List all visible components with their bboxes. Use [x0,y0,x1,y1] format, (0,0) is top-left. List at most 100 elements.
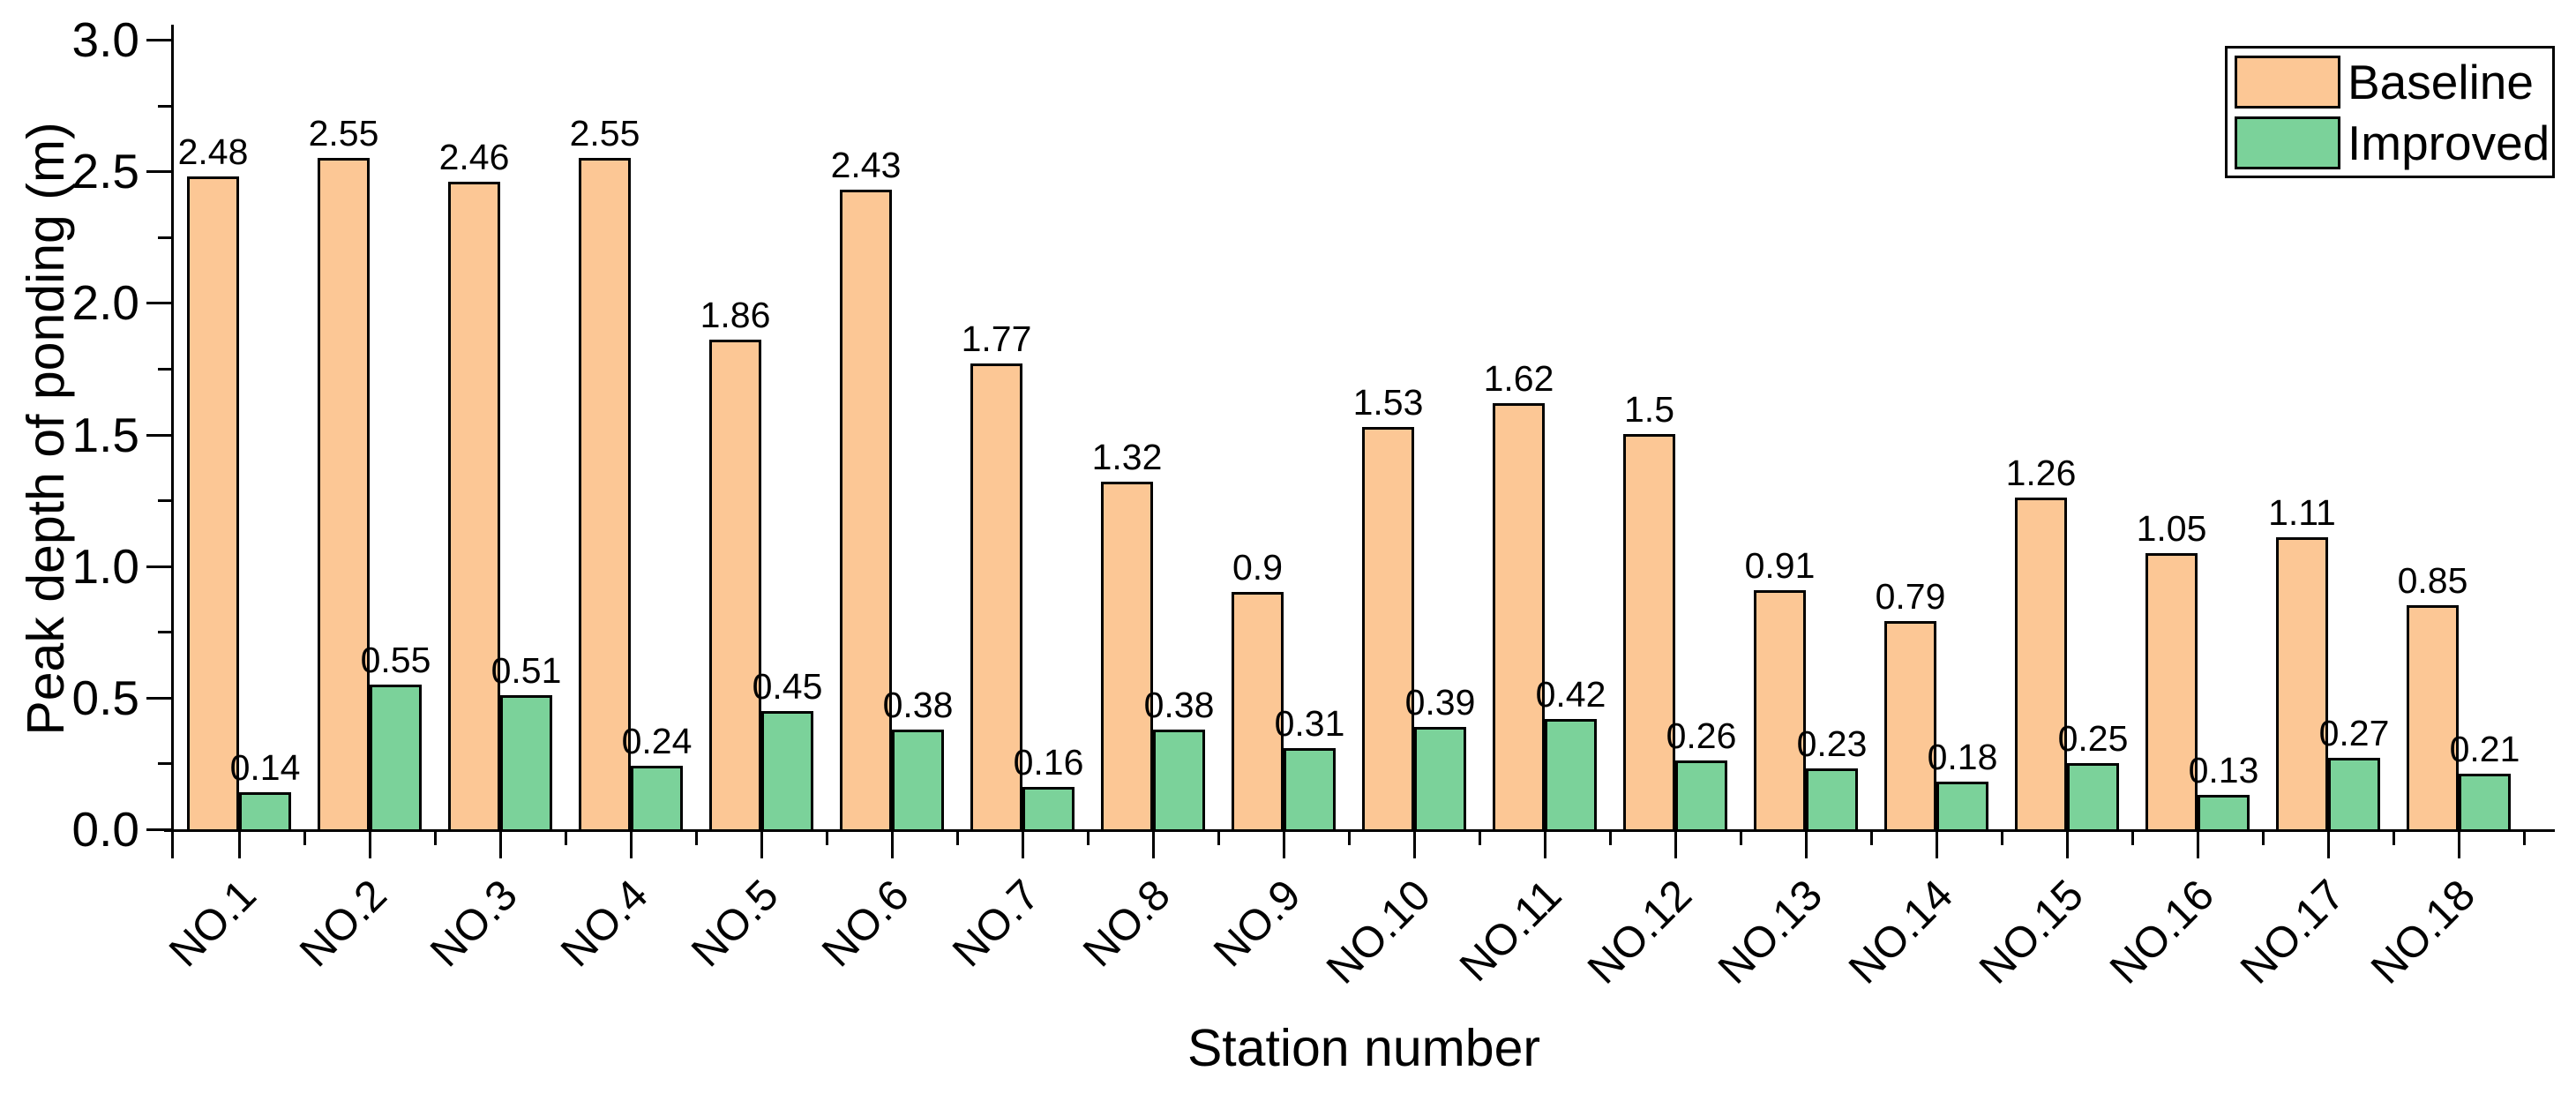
x-axis-line [164,829,2555,832]
x-major-tick [2458,830,2460,858]
bar-baseline-NO.7 [970,363,1022,832]
x-minor-tick [1609,830,1612,845]
x-major-tick [2327,830,2330,858]
x-axis-title: Station number [1187,1019,1541,1077]
x-category-label: NO.4 [551,871,657,977]
y-major-tick [146,696,173,700]
y-major-tick [146,302,173,305]
bar-value-label: 0.42 [1535,674,1606,715]
x-minor-tick [2393,830,2395,845]
bar-value-label: 2.43 [830,145,902,185]
bar-baseline-NO.11 [1493,403,1545,832]
bar-value-label: 0.91 [1744,545,1816,586]
x-minor-tick [2262,830,2265,845]
x-category-label: NO.3 [421,871,527,977]
bar-value-label: 0.26 [1666,715,1737,756]
x-category-label: NO.18 [2363,871,2485,993]
bar-improved-NO.18 [2459,774,2511,832]
x-major-tick [1413,830,1416,858]
x-category-label: NO.10 [1318,871,1441,993]
bar-improved-NO.12 [1675,760,1727,832]
bar-baseline-NO.13 [1754,590,1806,832]
legend-row-improved: Improved [2235,116,2550,169]
bar-improved-NO.10 [1414,727,1466,832]
x-minor-tick [565,830,567,845]
x-category-label: NO.1 [160,871,266,977]
bar-baseline-NO.18 [2407,605,2459,832]
bar-baseline-NO.2 [318,158,370,832]
bar-value-label: 0.18 [1927,737,1998,777]
legend-label-improved: Improved [2348,115,2550,170]
y-minor-tick [158,104,173,108]
bar-baseline-NO.4 [579,158,631,832]
x-category-label: NO.5 [682,871,788,977]
y-major-tick [146,565,173,568]
bar-improved-NO.13 [1806,768,1858,832]
bar-baseline-NO.8 [1101,482,1153,832]
bar-value-label: 0.51 [490,650,562,691]
bar-value-label: 1.77 [961,318,1032,359]
x-major-tick [891,830,894,858]
x-minor-tick [2001,830,2003,845]
x-minor-tick [2523,830,2526,845]
bar-value-label: 0.45 [752,666,823,707]
bar-value-label: 2.55 [308,113,379,154]
bar-value-label: 0.13 [2188,750,2259,790]
x-minor-tick [1479,830,1481,845]
x-minor-tick [2131,830,2134,845]
x-category-label: NO.7 [943,871,1049,977]
x-major-tick [2066,830,2069,858]
bar-baseline-NO.1 [187,176,239,832]
y-minor-tick [158,499,173,503]
x-minor-tick [1217,830,1220,845]
bar-value-label: 0.21 [2449,729,2520,769]
bar-improved-NO.7 [1022,787,1075,832]
x-category-label: NO.13 [1710,871,1832,993]
bar-value-label: 2.48 [177,131,249,172]
bar-value-label: 1.26 [2005,453,2077,493]
bar-baseline-NO.9 [1232,592,1284,832]
bar-value-label: 0.55 [360,640,431,680]
legend-swatch [2235,116,2340,169]
y-minor-tick [158,236,173,239]
legend-row-baseline: Baseline [2235,55,2545,109]
bar-value-label: 0.14 [229,747,301,788]
bar-value-label: 0.39 [1404,682,1476,723]
x-category-label: NO.9 [1204,871,1310,977]
x-category-label: NO.8 [1074,871,1179,977]
x-major-tick [1936,830,1938,858]
bar-improved-NO.8 [1153,730,1205,832]
y-tick-label: 1.5 [71,407,139,462]
bar-improved-NO.6 [892,730,944,832]
x-minor-tick [434,830,437,845]
bar-baseline-NO.10 [1362,427,1414,832]
x-minor-tick [695,830,698,845]
bar-value-label: 0.85 [2397,560,2468,601]
x-major-tick [1022,830,1024,858]
bar-value-label: 0.16 [1013,742,1084,783]
bar-baseline-NO.12 [1623,434,1675,832]
y-major-tick [146,39,173,41]
bar-improved-NO.9 [1284,748,1336,832]
x-category-label: NO.15 [1971,871,2093,993]
bar-baseline-NO.14 [1884,621,1936,832]
x-major-tick [2197,830,2199,858]
y-major-tick [146,170,173,174]
bar-value-label: 1.86 [700,295,771,335]
x-major-tick [1283,830,1285,858]
bar-value-label: 0.27 [2318,713,2390,753]
y-minor-tick [158,367,173,371]
bar-improved-NO.15 [2067,763,2119,832]
x-category-label: NO.12 [1579,871,1702,993]
y-tick-label: 3.0 [71,12,139,67]
bar-value-label: 0.38 [1143,685,1215,725]
x-major-tick [1674,830,1677,858]
bar-value-label: 1.5 [1624,389,1674,430]
bar-baseline-NO.15 [2015,498,2067,832]
bar-value-label: 2.55 [569,113,640,154]
x-minor-tick [1348,830,1351,845]
y-major-tick [146,828,173,831]
y-tick-label: 2.0 [71,275,139,331]
x-major-tick [1152,830,1155,858]
